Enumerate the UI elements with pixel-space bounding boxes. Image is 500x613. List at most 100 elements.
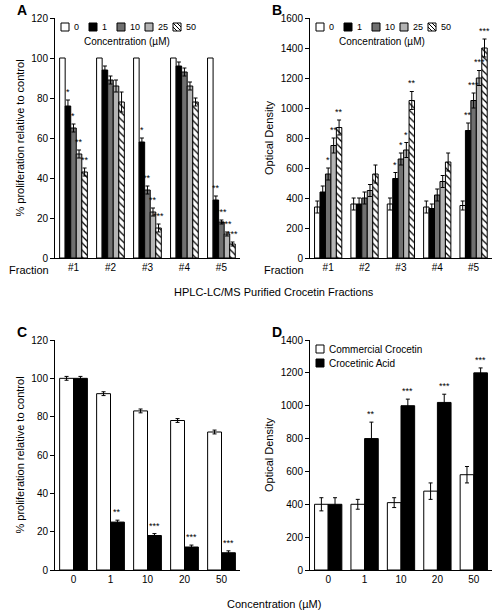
svg-text:A: A bbox=[17, 2, 27, 18]
svg-text:400: 400 bbox=[286, 499, 303, 510]
svg-text:0: 0 bbox=[325, 574, 331, 585]
svg-text:*: * bbox=[66, 87, 70, 97]
svg-text:0: 0 bbox=[329, 22, 334, 32]
svg-text:1400: 1400 bbox=[281, 335, 304, 346]
svg-text:10: 10 bbox=[142, 574, 154, 585]
svg-text:***: *** bbox=[216, 207, 227, 217]
svg-text:80: 80 bbox=[37, 93, 49, 104]
svg-text:60: 60 bbox=[37, 450, 49, 461]
svg-text:1: 1 bbox=[102, 22, 107, 32]
svg-text:**: ** bbox=[212, 183, 220, 193]
svg-text:Optical Density: Optical Density bbox=[263, 101, 275, 175]
svg-text:*: * bbox=[140, 125, 144, 135]
svg-text:**: ** bbox=[113, 507, 121, 517]
svg-text:0: 0 bbox=[297, 565, 303, 576]
svg-text:400: 400 bbox=[286, 193, 303, 204]
svg-text:***: *** bbox=[227, 229, 238, 239]
svg-text:*: * bbox=[404, 130, 408, 140]
svg-text:Concentration (µM): Concentration (µM) bbox=[339, 36, 425, 47]
svg-text:Concentration (µM): Concentration (µM) bbox=[227, 598, 321, 610]
svg-text:***: *** bbox=[439, 381, 450, 391]
svg-text:25: 25 bbox=[413, 22, 423, 32]
svg-text:***: *** bbox=[479, 26, 490, 36]
svg-text:50: 50 bbox=[216, 574, 228, 585]
svg-text:40: 40 bbox=[37, 488, 49, 499]
svg-text:1400: 1400 bbox=[281, 43, 304, 54]
svg-text:**: ** bbox=[81, 155, 89, 165]
svg-text:20: 20 bbox=[179, 574, 191, 585]
svg-text:#2: #2 bbox=[105, 262, 117, 273]
svg-text:***: *** bbox=[475, 355, 486, 365]
svg-text:#1: #1 bbox=[323, 262, 335, 273]
svg-text:***: *** bbox=[468, 80, 479, 90]
svg-text:1000: 1000 bbox=[281, 400, 304, 411]
svg-text:***: *** bbox=[149, 521, 160, 531]
svg-text:20: 20 bbox=[37, 526, 49, 537]
svg-text:1600: 1600 bbox=[281, 13, 304, 24]
svg-text:% proliferation relative to co: % proliferation relative to control bbox=[14, 59, 26, 216]
svg-text:*: * bbox=[71, 111, 75, 121]
svg-text:800: 800 bbox=[286, 433, 303, 444]
svg-text:120: 120 bbox=[31, 13, 48, 24]
svg-text:***: *** bbox=[402, 386, 413, 396]
svg-text:0: 0 bbox=[297, 253, 303, 264]
svg-text:10: 10 bbox=[385, 22, 395, 32]
svg-text:Commercial Crocetin: Commercial Crocetin bbox=[329, 344, 422, 355]
svg-text:D: D bbox=[272, 324, 282, 340]
svg-text:1: 1 bbox=[108, 574, 114, 585]
svg-text:#4: #4 bbox=[432, 262, 444, 273]
svg-text:**: ** bbox=[143, 173, 151, 183]
svg-text:**: ** bbox=[335, 107, 343, 117]
svg-text:0: 0 bbox=[71, 574, 77, 585]
svg-text:0: 0 bbox=[42, 253, 48, 264]
svg-text:#4: #4 bbox=[179, 262, 191, 273]
svg-text:% proliferation relative to co: % proliferation relative to control bbox=[14, 376, 26, 533]
svg-text:20: 20 bbox=[37, 213, 49, 224]
svg-text:40: 40 bbox=[37, 173, 49, 184]
svg-text:*: * bbox=[326, 155, 330, 165]
svg-text:50: 50 bbox=[186, 22, 196, 32]
svg-text:*: * bbox=[399, 140, 403, 150]
svg-text:100: 100 bbox=[31, 373, 48, 384]
svg-text:C: C bbox=[17, 324, 27, 340]
svg-text:**: ** bbox=[408, 78, 416, 88]
svg-text:Fraction: Fraction bbox=[9, 264, 49, 276]
svg-text:*: * bbox=[393, 160, 397, 170]
svg-text:***: *** bbox=[186, 532, 197, 542]
svg-text:120: 120 bbox=[31, 335, 48, 346]
svg-text:80: 80 bbox=[37, 411, 49, 422]
svg-text:HPLC-LC/MS Purified Crocetin F: HPLC-LC/MS Purified Crocetin Fractions bbox=[174, 286, 374, 298]
svg-text:1: 1 bbox=[357, 22, 362, 32]
svg-text:***: *** bbox=[221, 219, 232, 229]
svg-text:**: ** bbox=[149, 195, 157, 205]
svg-text:200: 200 bbox=[286, 223, 303, 234]
svg-text:B: B bbox=[272, 2, 282, 18]
svg-text:Fraction: Fraction bbox=[264, 264, 304, 276]
svg-text:20: 20 bbox=[432, 574, 444, 585]
svg-text:100: 100 bbox=[31, 53, 48, 64]
svg-text:Optical Density: Optical Density bbox=[263, 418, 275, 492]
svg-text:200: 200 bbox=[286, 532, 303, 543]
svg-text:#1: #1 bbox=[68, 262, 80, 273]
svg-text:0: 0 bbox=[74, 22, 79, 32]
svg-text:600: 600 bbox=[286, 466, 303, 477]
svg-text:25: 25 bbox=[158, 22, 168, 32]
svg-text:1000: 1000 bbox=[281, 103, 304, 114]
svg-text:Crocetinic Acid: Crocetinic Acid bbox=[329, 358, 395, 369]
svg-text:Concentration (µM): Concentration (µM) bbox=[84, 36, 170, 47]
svg-text:***: *** bbox=[153, 211, 164, 221]
svg-text:**: ** bbox=[75, 137, 83, 147]
svg-text:50: 50 bbox=[441, 22, 451, 32]
svg-text:10: 10 bbox=[130, 22, 140, 32]
svg-text:#5: #5 bbox=[216, 262, 228, 273]
svg-text:800: 800 bbox=[286, 133, 303, 144]
svg-text:60: 60 bbox=[37, 133, 49, 144]
svg-text:***: *** bbox=[223, 538, 234, 548]
svg-text:#2: #2 bbox=[359, 262, 371, 273]
svg-text:#3: #3 bbox=[395, 262, 407, 273]
svg-text:#3: #3 bbox=[142, 262, 154, 273]
svg-text:0: 0 bbox=[42, 565, 48, 576]
svg-text:**: ** bbox=[464, 110, 472, 120]
svg-text:50: 50 bbox=[468, 574, 480, 585]
svg-text:#5: #5 bbox=[468, 262, 480, 273]
